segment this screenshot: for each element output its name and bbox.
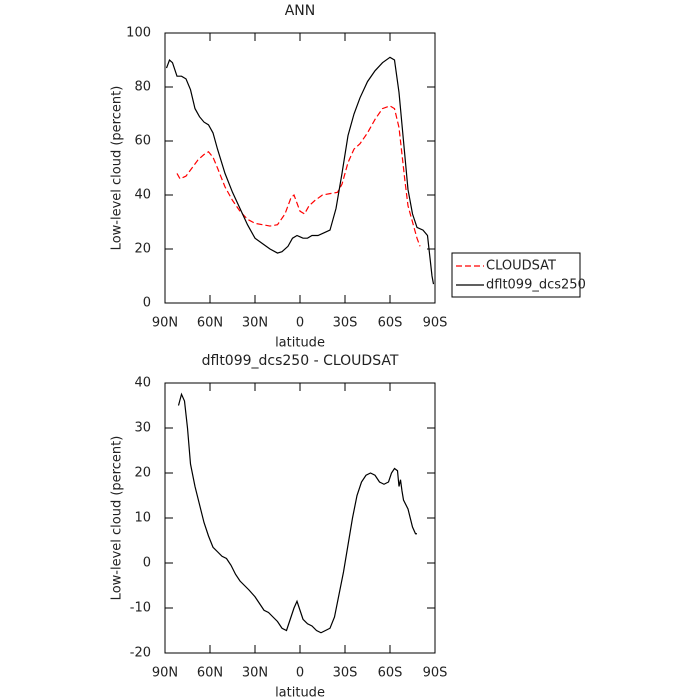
data-line bbox=[176, 105, 421, 247]
x-tick-label: 30S bbox=[333, 666, 358, 681]
x-tick-label: 0 bbox=[296, 666, 304, 681]
x-tick-label: 30N bbox=[242, 666, 268, 681]
x-axis-label: latitude bbox=[275, 686, 325, 700]
x-tick-label: 30N bbox=[242, 316, 268, 331]
y-tick-label: 10 bbox=[134, 511, 151, 526]
legend-label: CLOUDSAT bbox=[486, 259, 556, 274]
x-tick-label: 60S bbox=[378, 316, 403, 331]
y-tick-label: 80 bbox=[134, 80, 151, 95]
x-axis-label: latitude bbox=[275, 336, 325, 351]
legend-label: dflt099_dcs250 bbox=[486, 278, 586, 293]
y-tick-label: 40 bbox=[134, 376, 151, 391]
x-tick-label: 90S bbox=[423, 316, 448, 331]
x-tick-label: 90N bbox=[152, 316, 178, 331]
legend-box bbox=[451, 252, 581, 298]
data-line bbox=[177, 392, 417, 634]
y-tick-label: 30 bbox=[134, 421, 151, 436]
x-tick-label: 60S bbox=[378, 666, 403, 681]
y-axis-label: Low-level cloud (percent) bbox=[110, 86, 125, 251]
data-line bbox=[165, 56, 435, 285]
y-tick-label: 0 bbox=[143, 556, 151, 571]
x-tick-label: 90S bbox=[423, 666, 448, 681]
plot-frame bbox=[164, 382, 436, 654]
plot-frame bbox=[164, 32, 436, 304]
y-tick-label: 0 bbox=[143, 296, 151, 311]
chart-title: dflt099_dcs250 - CLOUDSAT bbox=[202, 353, 399, 369]
x-tick-label: 0 bbox=[296, 316, 304, 331]
y-tick-label: 100 bbox=[126, 26, 151, 41]
x-tick-label: 90N bbox=[152, 666, 178, 681]
chart-title: ANN bbox=[285, 3, 316, 19]
y-axis-label: Low-level cloud (percent) bbox=[110, 436, 125, 601]
y-tick-label: -20 bbox=[130, 646, 151, 661]
x-tick-label: 60N bbox=[197, 316, 223, 331]
y-tick-label: 20 bbox=[134, 242, 151, 257]
x-tick-label: 60N bbox=[197, 666, 223, 681]
x-tick-label: 30S bbox=[333, 316, 358, 331]
y-tick-label: 40 bbox=[134, 188, 151, 203]
y-tick-label: 60 bbox=[134, 134, 151, 149]
y-tick-label: -10 bbox=[130, 601, 151, 616]
y-tick-label: 20 bbox=[134, 466, 151, 481]
